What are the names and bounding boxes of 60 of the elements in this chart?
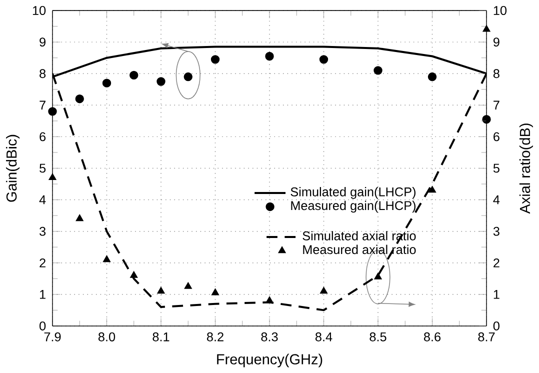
y-tick-label: 10: [32, 6, 46, 15]
y-tick-label: 4: [39, 195, 46, 204]
point: [374, 66, 382, 75]
point: [210, 54, 220, 64]
y-tick-label: 2: [40, 258, 46, 268]
point: [157, 286, 165, 294]
legend-label: Simulated gain(LHCP): [290, 186, 416, 199]
x-tick-label: 8.0: [98, 332, 116, 342]
x-tick-label: 8.6: [424, 332, 440, 342]
point: [48, 173, 56, 180]
point: [428, 186, 436, 193]
point: [374, 272, 382, 280]
y2-tick-label: 3: [493, 226, 500, 236]
point: [211, 288, 220, 296]
y-tick-label: 3: [40, 226, 46, 236]
y-axis-title: Gain(dBic): [6, 134, 20, 202]
y2-tick-label: 8: [493, 68, 500, 78]
y2-tick-label: 7: [494, 100, 500, 110]
x-tick-label: 8.1: [152, 332, 170, 342]
point: [156, 76, 166, 86]
y2-tick-label: 2: [494, 258, 500, 268]
y-tick-label: 8: [40, 68, 46, 78]
point: [266, 296, 274, 303]
x-tick-label: 8.7: [478, 332, 495, 342]
point: [48, 106, 57, 116]
point: [102, 255, 111, 262]
point: [320, 286, 328, 294]
legend-label: Measured gain(LHCP): [291, 200, 416, 212]
point: [76, 214, 84, 221]
x-tick-label: 7.9: [44, 332, 61, 342]
x-tick-label: 8.2: [206, 332, 224, 342]
point: [184, 72, 192, 81]
legend-label: Measured axial ratio: [303, 244, 416, 254]
point: [319, 54, 328, 64]
y2-tick-label: 4: [493, 195, 500, 204]
y-tick-label: 6: [40, 132, 46, 142]
y-tick-label: 9: [40, 37, 46, 46]
y2-tick-label: 0: [493, 321, 500, 330]
point: [184, 282, 192, 289]
point: [482, 24, 490, 32]
point: [265, 52, 274, 60]
y2-tick-label: 1: [494, 290, 500, 299]
y2-axis-title: Axial ratio(dB): [519, 124, 533, 214]
y-tick-label: 7: [40, 100, 46, 110]
point: [428, 72, 437, 81]
y-tick-label: 0: [40, 321, 46, 330]
x-axis-title: Frequency(GHz): [217, 354, 322, 368]
point: [102, 78, 112, 88]
y2-tick-label: 5: [493, 164, 500, 172]
point: [130, 270, 138, 278]
y2-tick-label: 10: [494, 6, 507, 15]
point: [130, 70, 138, 80]
x-tick-label: 8.5: [370, 332, 386, 342]
y-tick-label: 5: [40, 164, 46, 172]
y2-tick-label: 9: [494, 37, 500, 46]
y-tick-label: 1: [40, 290, 46, 299]
y2-tick-label: 6: [494, 132, 500, 142]
point: [75, 94, 84, 104]
x-tick-label: 8.3: [261, 332, 278, 342]
x-tick-label: 8.4: [315, 332, 332, 342]
